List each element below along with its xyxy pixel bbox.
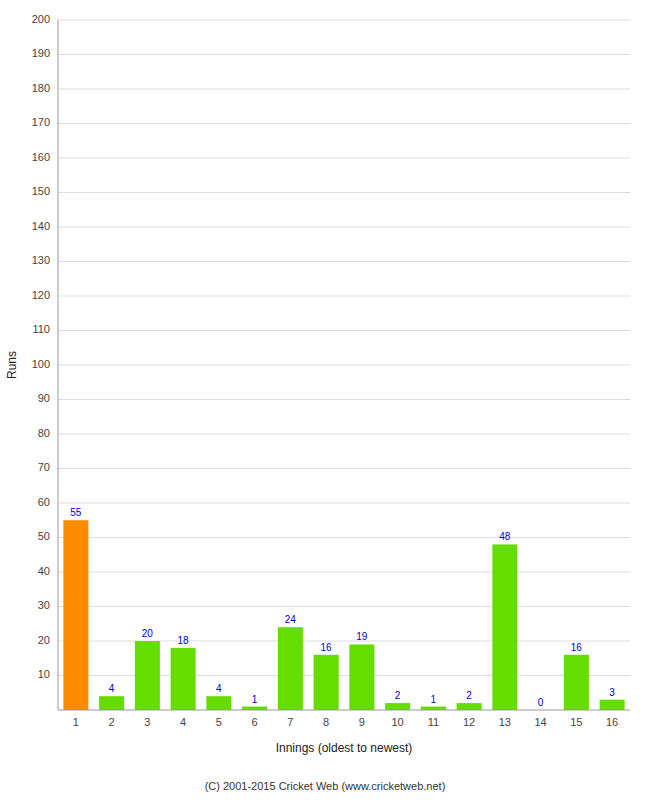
y-ticks: 10 20 30 40 50 60 70 80 90 100 110 120 130 140 150 160 1… — [32, 13, 50, 681]
grid-line — [58, 365, 630, 366]
y-tick-label: 120 — [32, 289, 50, 301]
x-tick-label: 10 — [392, 716, 404, 728]
bars — [63, 520, 624, 710]
grid-line — [58, 54, 630, 55]
data-label: 16 — [321, 642, 333, 653]
x-tick-label: 16 — [606, 716, 618, 728]
grid-line — [58, 537, 630, 538]
x-tick-label: 2 — [109, 716, 115, 728]
y-tick-label: 80 — [38, 427, 50, 439]
x-tick-label: 8 — [323, 716, 329, 728]
data-label: 1 — [252, 694, 258, 705]
data-label: 55 — [70, 507, 82, 518]
grid — [58, 20, 630, 676]
x-tick-label: 13 — [499, 716, 511, 728]
bar — [99, 696, 124, 710]
x-tick-label: 3 — [144, 716, 150, 728]
bar — [135, 641, 160, 710]
data-label: 2 — [395, 690, 401, 701]
y-tick-label: 100 — [32, 358, 50, 370]
y-tick-label: 90 — [38, 392, 50, 404]
data-labels: 55 4 20 18 4 1 24 16 19 2 1 2 48 0 16 3 — [70, 507, 615, 708]
y-tick-label: 190 — [32, 47, 50, 59]
grid-line — [58, 123, 630, 124]
data-label: 4 — [109, 683, 115, 694]
grid-line — [58, 572, 630, 573]
x-tick-label: 14 — [535, 716, 547, 728]
grid-line — [58, 89, 630, 90]
bar — [171, 648, 196, 710]
y-tick-label: 50 — [38, 530, 50, 542]
x-axis-title: Innings (oldest to newest) — [276, 741, 413, 755]
bar — [385, 703, 410, 710]
data-label: 2 — [466, 690, 472, 701]
y-tick-label: 140 — [32, 220, 50, 232]
grid-line — [58, 261, 630, 262]
y-tick-label: 10 — [38, 668, 50, 680]
y-tick-label: 160 — [32, 151, 50, 163]
data-label: 19 — [356, 631, 368, 642]
grid-line — [58, 606, 630, 607]
x-tick-label: 12 — [463, 716, 475, 728]
x-tick-label: 1 — [73, 716, 79, 728]
y-axis-title: Runs — [5, 351, 19, 379]
axes — [58, 20, 630, 710]
data-label: 1 — [431, 694, 437, 705]
data-label: 48 — [499, 531, 511, 542]
y-tick-label: 70 — [38, 461, 50, 473]
x-tick-label: 15 — [570, 716, 582, 728]
y-tick-label: 110 — [32, 323, 50, 335]
data-label: 3 — [609, 687, 615, 698]
bar — [457, 703, 482, 710]
data-label: 16 — [571, 642, 583, 653]
footer-note: (C) 2001-2015 Cricket Web (www.cricketwe… — [205, 780, 446, 792]
y-tick-label: 130 — [32, 254, 50, 266]
x-tick-label: 11 — [428, 716, 439, 728]
bar — [564, 655, 589, 710]
grid-line — [58, 468, 630, 469]
bar — [421, 707, 446, 710]
page: {"chart_data": {"type": "bar", "xlabel":… — [0, 0, 650, 800]
grid-line — [58, 330, 630, 331]
bar — [63, 520, 88, 710]
y-tick-label: 40 — [38, 565, 50, 577]
data-label: 20 — [142, 628, 154, 639]
x-tick-label: 4 — [180, 716, 186, 728]
data-label: 18 — [178, 635, 190, 646]
bar — [242, 707, 267, 710]
x-tick-label: 6 — [252, 716, 258, 728]
bar — [314, 655, 339, 710]
grid-line — [58, 434, 630, 435]
grid-line — [58, 227, 630, 228]
y-tick-label: 30 — [38, 599, 50, 611]
x-tick-label: 9 — [359, 716, 365, 728]
y-tick-label: 60 — [38, 496, 50, 508]
chart-container: 1020304050607080901001101201301401501601… — [0, 0, 650, 800]
data-label: 4 — [216, 683, 222, 694]
y-tick-label: 170 — [32, 116, 50, 128]
bar — [600, 700, 625, 710]
x-ticks: 12345678910111213141516 — [73, 716, 618, 728]
grid-line — [58, 158, 630, 159]
x-tick-label: 7 — [287, 716, 293, 728]
x-axis-line — [58, 710, 630, 711]
data-label: 0 — [538, 697, 544, 708]
bar — [492, 544, 517, 710]
grid-line — [58, 192, 630, 193]
grid-line — [58, 399, 630, 400]
bar — [278, 627, 303, 710]
grid-line — [58, 503, 630, 504]
chart-svg: 1020304050607080901001101201301401501601… — [0, 0, 650, 800]
bar — [206, 696, 231, 710]
x-tick-label: 5 — [216, 716, 222, 728]
data-label: 24 — [285, 614, 297, 625]
grid-line — [58, 20, 630, 21]
bar — [349, 644, 374, 710]
y-tick-label: 150 — [32, 185, 50, 197]
grid-line — [58, 296, 630, 297]
y-tick-label: 180 — [32, 82, 50, 94]
y-axis-line — [58, 20, 59, 710]
y-tick-label: 20 — [38, 634, 50, 646]
y-tick-label: 200 — [32, 13, 50, 25]
